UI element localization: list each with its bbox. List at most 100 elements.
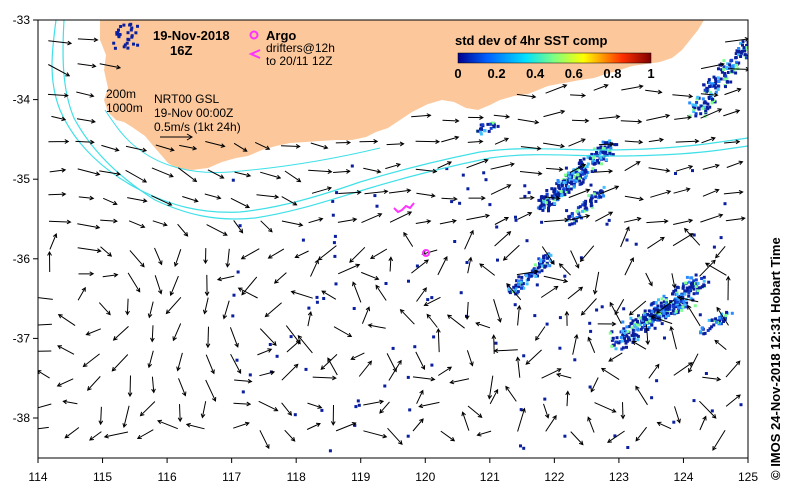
current-arrow bbox=[517, 118, 540, 125]
sst-pixel bbox=[706, 107, 710, 111]
current-arrow bbox=[38, 350, 52, 352]
current-arrow bbox=[229, 327, 239, 348]
sst-pixel bbox=[565, 187, 569, 191]
sst-pixel bbox=[307, 306, 311, 310]
current-arrow bbox=[327, 357, 338, 376]
sst-pixel bbox=[605, 151, 609, 154]
sst-pixel bbox=[642, 320, 646, 324]
sst-pixel bbox=[746, 40, 748, 44]
sst-pixel bbox=[432, 335, 436, 339]
sst-pixel bbox=[594, 195, 598, 199]
sst-pixel bbox=[545, 322, 549, 326]
sst-pixel bbox=[580, 171, 584, 174]
sst-pixel bbox=[544, 264, 548, 268]
current-arrow bbox=[98, 406, 104, 426]
sst-pixel bbox=[710, 318, 714, 322]
sst-pixel bbox=[546, 199, 550, 203]
sst-pixel bbox=[723, 77, 727, 81]
sst-pixel bbox=[564, 173, 567, 177]
sst-pixel bbox=[692, 292, 696, 296]
sst-pixel bbox=[536, 274, 539, 278]
x-tick-label: 116 bbox=[158, 470, 177, 484]
y-tick-label: -34 bbox=[13, 93, 31, 107]
sst-pixel bbox=[231, 178, 235, 182]
sst-pixel bbox=[595, 191, 599, 195]
current-arrow bbox=[415, 139, 441, 145]
current-arrow bbox=[361, 213, 383, 224]
sst-pixel bbox=[522, 286, 526, 290]
current-arrow bbox=[102, 272, 119, 278]
current-arrow bbox=[363, 430, 388, 439]
contour-200m bbox=[51, 20, 748, 213]
current-arrow bbox=[56, 378, 74, 387]
contour-200m-label: 200m bbox=[106, 87, 136, 101]
sst-pixel bbox=[692, 399, 696, 403]
sst-pixel bbox=[568, 173, 572, 177]
sst-pixel bbox=[540, 269, 544, 273]
current-arrow bbox=[98, 302, 111, 316]
current-arrow bbox=[151, 195, 173, 206]
current-arrow bbox=[624, 139, 644, 145]
current-arrow bbox=[411, 113, 432, 118]
argo-float-marker bbox=[422, 249, 430, 257]
current-arrow bbox=[259, 430, 270, 450]
current-arrow bbox=[423, 296, 441, 306]
sst-pixel bbox=[745, 44, 748, 47]
x-tick-label: 124 bbox=[673, 470, 693, 484]
sst-pixel bbox=[666, 306, 670, 310]
sst-pixel bbox=[547, 209, 550, 213]
current-arrow bbox=[594, 402, 617, 413]
sst-pixel bbox=[537, 270, 541, 274]
current-arrow bbox=[179, 144, 198, 151]
sst-pixel bbox=[547, 201, 551, 204]
sst-pixel bbox=[662, 313, 666, 317]
sst-pixel bbox=[686, 288, 690, 292]
sst-pixel bbox=[623, 339, 626, 343]
sst-pixel bbox=[668, 303, 672, 307]
current-arrow bbox=[568, 138, 586, 147]
sst-pixel bbox=[539, 196, 543, 199]
sst-pixel bbox=[744, 46, 748, 49]
current-arrow bbox=[234, 378, 253, 384]
sst-pixel bbox=[720, 68, 724, 72]
sst-pixel bbox=[574, 219, 578, 223]
current-arrow bbox=[127, 197, 148, 203]
current-arrow bbox=[725, 216, 746, 222]
sst-pixel bbox=[688, 287, 692, 291]
current-arrow bbox=[284, 429, 296, 442]
current-arrow bbox=[587, 336, 596, 353]
current-arrow bbox=[281, 363, 299, 381]
current-arrow bbox=[411, 259, 429, 274]
sst-pixel bbox=[524, 274, 528, 278]
current-arrow bbox=[493, 299, 502, 323]
current-arrow bbox=[207, 169, 225, 179]
sst-pixel bbox=[601, 157, 605, 161]
current-arrow bbox=[700, 92, 719, 98]
current-arrow bbox=[516, 269, 539, 276]
sst-pixel bbox=[672, 289, 676, 293]
sst-pixel bbox=[695, 291, 699, 295]
sst-pixel bbox=[540, 201, 544, 205]
sst-pixel bbox=[669, 300, 673, 303]
current-arrow bbox=[725, 275, 731, 301]
sst-pixel bbox=[636, 328, 640, 332]
sst-pixel bbox=[644, 329, 648, 333]
current-arrow bbox=[415, 351, 426, 371]
sst-pixel bbox=[391, 346, 395, 350]
sst-pixel bbox=[320, 408, 324, 412]
sst-pixel bbox=[609, 146, 613, 150]
current-arrow bbox=[48, 219, 72, 225]
sst-pixel bbox=[741, 43, 744, 47]
sst-pixel bbox=[696, 95, 700, 99]
sst-pixel bbox=[545, 192, 549, 196]
sst-pixel bbox=[581, 203, 585, 207]
current-arrow bbox=[700, 108, 723, 119]
current-arrow bbox=[543, 403, 550, 419]
sst-pixel bbox=[626, 446, 630, 449]
current-arrow bbox=[502, 244, 520, 261]
sst-pixel bbox=[749, 34, 752, 37]
sst-pixel bbox=[588, 157, 592, 161]
current-arrow bbox=[335, 140, 352, 145]
current-arrow bbox=[389, 211, 413, 223]
sst-pixel bbox=[535, 283, 539, 287]
